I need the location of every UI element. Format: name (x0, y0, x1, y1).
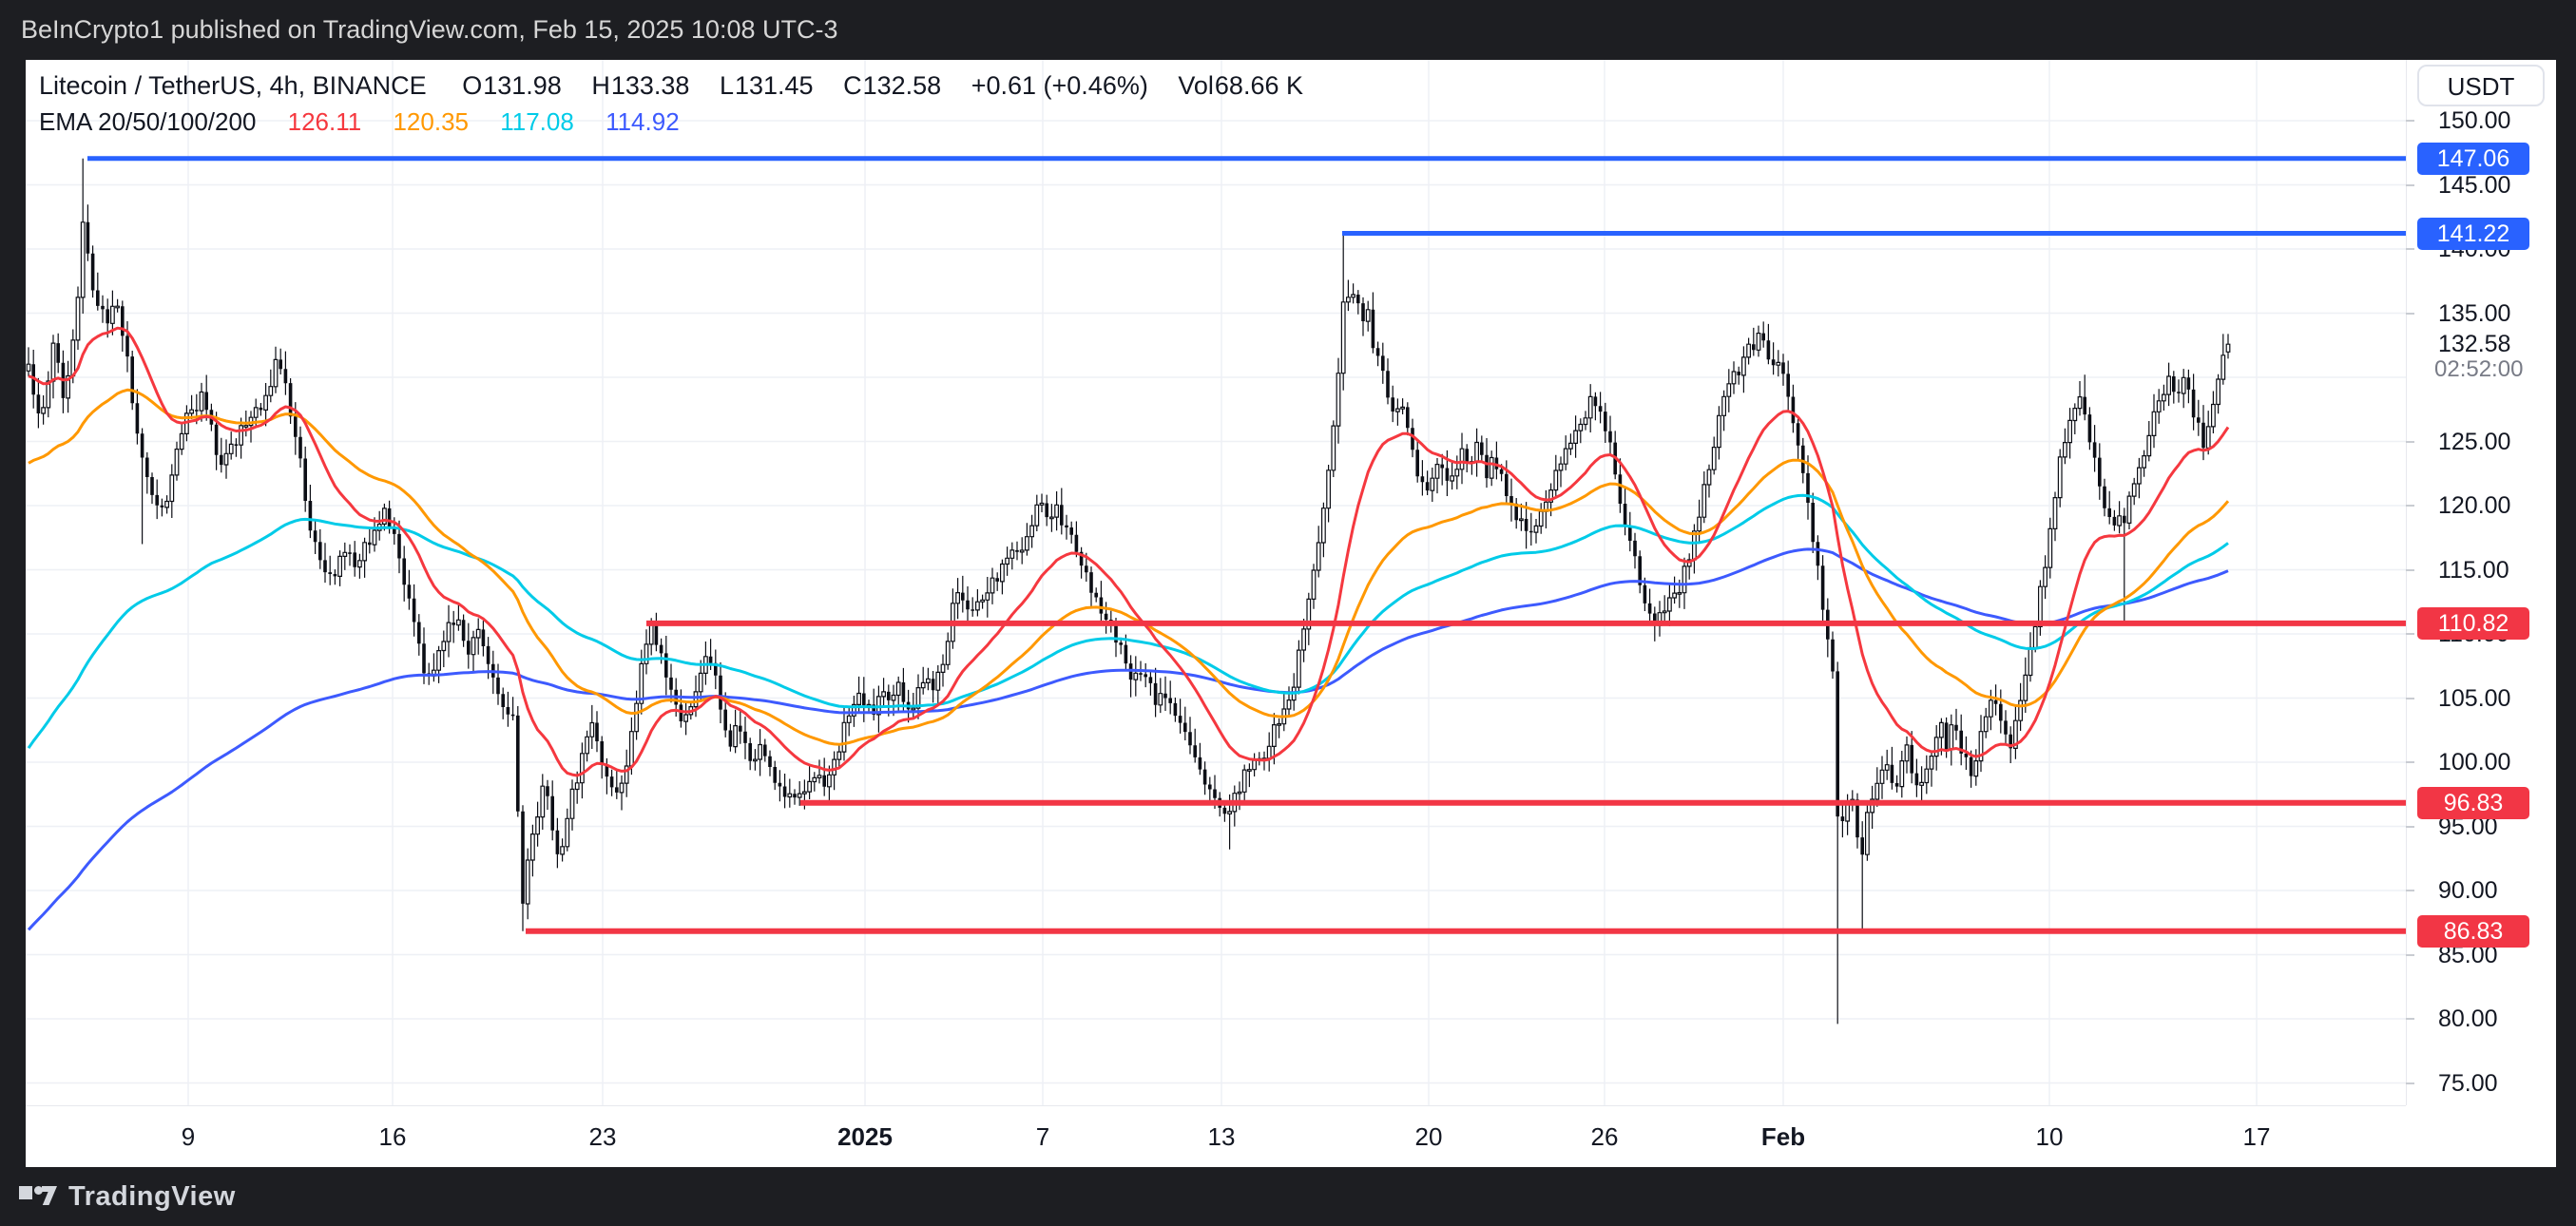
ohlc-low: L131.45 (719, 71, 814, 100)
symbol-header-row: Litecoin / TetherUS, 4h, BINANCE O131.98… (39, 71, 1326, 101)
price-tick-label: 145.00 (2438, 171, 2511, 199)
price-tick-mark (2406, 312, 2414, 315)
time-axis-label: 16 (378, 1122, 407, 1151)
price-change: +0.61 (+0.46%) (971, 71, 1148, 100)
time-axis-separator (26, 1105, 2406, 1106)
price-tick-label: 100.00 (2438, 749, 2511, 776)
price-axis[interactable]: 75.0080.0085.0090.0095.00100.00105.00110… (2406, 60, 2556, 1105)
price-axis-separator (2406, 60, 2407, 1105)
volume: Vol68.66 K (1178, 71, 1303, 100)
time-axis-label: 2025 (837, 1122, 893, 1151)
price-tick-mark (2406, 120, 2414, 122)
chart-canvas[interactable] (26, 60, 2406, 1105)
price-tick-label: 115.00 (2438, 556, 2509, 584)
time-axis-label: 26 (1590, 1122, 1619, 1151)
price-tick-mark (2406, 1082, 2414, 1084)
price-tick-label: 135.00 (2438, 299, 2511, 327)
price-tick-mark (2406, 761, 2414, 763)
ohlc-close: C132.58 (843, 71, 942, 100)
ema-legend-row: EMA 20/50/100/200 126.11 120.35 117.08 1… (39, 107, 704, 137)
ema100-value: 117.08 (500, 107, 574, 136)
price-tick-label: 125.00 (2438, 428, 2511, 455)
symbol-title[interactable]: Litecoin / TetherUS, 4h, BINANCE (39, 71, 427, 100)
price-tick-label: 90.00 (2438, 877, 2498, 904)
ema200-value: 114.92 (606, 107, 680, 136)
ema20-value: 126.11 (287, 107, 362, 136)
price-flag-141-22: 141.22 (2417, 217, 2529, 250)
current-price-label: 132.58 (2438, 331, 2511, 358)
price-tick-mark (2406, 183, 2414, 186)
price-tick-mark (2406, 890, 2414, 891)
price-tick-mark (2406, 633, 2414, 635)
price-tick-label: 75.00 (2438, 1069, 2498, 1097)
tradingview-icon (19, 1186, 57, 1205)
time-axis-label: Feb (1760, 1122, 1806, 1151)
ohlc-open: O131.98 (462, 71, 562, 100)
tradingview-logo-link[interactable]: TradingView (19, 1167, 236, 1226)
time-axis-label: 17 (2242, 1122, 2271, 1151)
time-axis-label: 10 (2035, 1122, 2064, 1151)
time-axis-label: 23 (588, 1122, 617, 1151)
price-tick-mark (2406, 953, 2414, 956)
ema-legend-title[interactable]: EMA 20/50/100/200 (39, 107, 257, 136)
price-flag-96-83: 96.83 (2417, 786, 2529, 819)
price-tick-mark (2406, 825, 2414, 828)
price-flag-86-83: 86.83 (2417, 914, 2529, 948)
bottom-brand-bar: TradingView (0, 1167, 2576, 1226)
price-tick-mark (2406, 248, 2414, 250)
top-banner-bar: BeInCrypto1 published on TradingView.com… (0, 0, 2576, 60)
price-tick-label: 120.00 (2438, 492, 2511, 519)
price-flag-147-06: 147.06 (2417, 142, 2529, 175)
price-tick-mark (2406, 697, 2414, 699)
ema50-value: 120.35 (393, 107, 469, 136)
time-axis-label: 20 (1414, 1122, 1443, 1151)
time-axis[interactable]: 9 16 23 2025 7 13 20 26 Feb 10 17 (26, 1105, 2406, 1167)
currency-toggle-button[interactable]: USDT (2417, 65, 2545, 106)
bar-countdown-timer: 02:52:00 (2434, 356, 2524, 383)
price-tick-mark (2406, 440, 2414, 443)
price-tick-label: 80.00 (2438, 1006, 2498, 1032)
time-axis-label: 13 (1207, 1122, 1236, 1151)
price-tick-mark (2406, 505, 2414, 507)
price-tick-mark (2406, 568, 2414, 571)
chart-card: Litecoin / TetherUS, 4h, BINANCE O131.98… (26, 60, 2556, 1167)
price-tick-mark (2406, 1018, 2414, 1020)
price-tick-label: 150.00 (2438, 107, 2511, 134)
tradingview-brand-text: TradingView (68, 1180, 236, 1212)
price-tick-label: 105.00 (2438, 684, 2511, 712)
price-flag-110-82: 110.82 (2417, 606, 2529, 640)
time-axis-label: 9 (181, 1122, 196, 1151)
ohlc-high: H133.38 (591, 71, 690, 100)
time-axis-label: 7 (1035, 1122, 1050, 1151)
publish-attribution-text: BeInCrypto1 published on TradingView.com… (21, 15, 838, 44)
